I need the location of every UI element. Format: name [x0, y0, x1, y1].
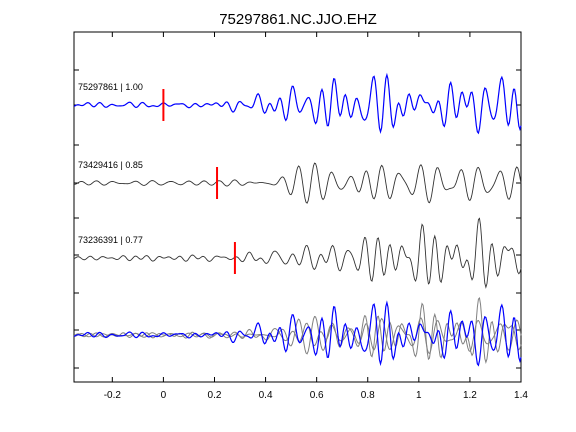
x-tick-label: -0.2	[104, 390, 122, 401]
trace-line	[73, 162, 522, 204]
trace-label: 75297861 | 1.00	[78, 82, 143, 92]
x-tick-label: 0.6	[310, 390, 324, 401]
trace-label: 73429416 | 0.85	[78, 160, 143, 170]
trace-line	[73, 72, 522, 135]
overlay-trace-line	[73, 300, 522, 367]
chart-title: 75297861.NC.JJO.EHZ	[219, 11, 377, 28]
y-ticks	[74, 69, 521, 369]
x-tick-label: 0.4	[259, 390, 273, 401]
trace-label: 73236391 | 0.77	[78, 235, 143, 245]
trace-line	[73, 217, 522, 289]
x-tick-label: 1.4	[514, 390, 528, 401]
trace-group: 73236391 | 0.77	[73, 217, 522, 289]
plot-frame	[73, 31, 522, 383]
x-tick-label: 0	[161, 390, 167, 401]
x-tick-label: 0.8	[361, 390, 375, 401]
x-tick-label: 1	[416, 390, 422, 401]
trace-group: 75297861 | 1.00	[73, 72, 522, 135]
trace-group: 73429416 | 0.85	[73, 160, 522, 204]
traces: 75297861 | 1.00 73429416 | 0.85 73236391 |…	[73, 72, 522, 289]
overlay-panel	[73, 296, 522, 367]
x-tick-label: 0.2	[208, 390, 222, 401]
x-axis: -0.2 0 0.2 0.4 0.6 0.8 1 1.2 1.4	[104, 32, 528, 401]
x-tick-label: 1.2	[463, 390, 477, 401]
